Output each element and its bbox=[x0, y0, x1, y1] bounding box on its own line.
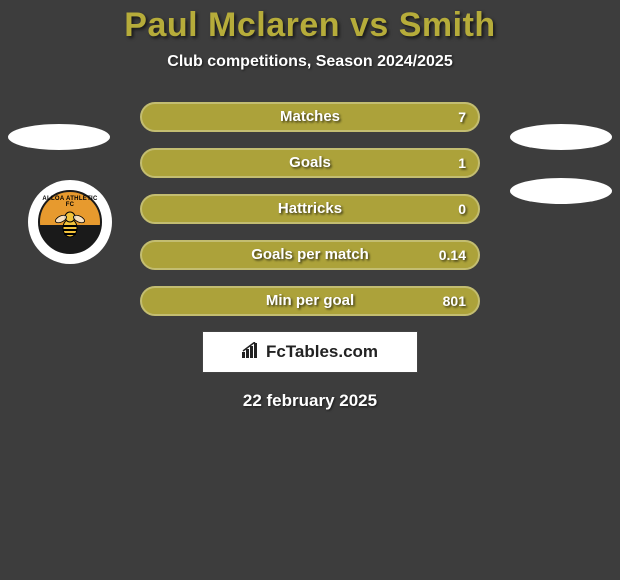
logo-text: FcTables.com bbox=[242, 342, 378, 363]
stat-row: Hattricks0 bbox=[140, 193, 480, 225]
page-subtitle: Club competitions, Season 2024/2025 bbox=[0, 53, 620, 71]
stat-row: Min per goal801 bbox=[140, 285, 480, 317]
page-title: Paul Mclaren vs Smith bbox=[0, 6, 620, 45]
club-badge-inner: ALLOA ATHLETIC FC bbox=[38, 190, 102, 254]
logo-box[interactable]: FcTables.com bbox=[202, 331, 418, 373]
right-player-oval-2 bbox=[510, 178, 612, 204]
date-text: 22 february 2025 bbox=[0, 391, 620, 411]
stat-bar bbox=[140, 102, 480, 132]
stat-row: Matches7 bbox=[140, 101, 480, 133]
stat-row: Goals1 bbox=[140, 147, 480, 179]
stat-bar bbox=[140, 240, 480, 270]
club-badge: ALLOA ATHLETIC FC bbox=[28, 180, 112, 264]
bar-chart-icon bbox=[242, 342, 262, 363]
right-player-oval-1 bbox=[510, 124, 612, 150]
logo-label: FcTables.com bbox=[266, 342, 378, 362]
stat-bar bbox=[140, 286, 480, 316]
wasp-icon bbox=[53, 206, 87, 240]
left-player-oval bbox=[8, 124, 110, 150]
stat-bar bbox=[140, 194, 480, 224]
stat-row: Goals per match0.14 bbox=[140, 239, 480, 271]
stat-bar bbox=[140, 148, 480, 178]
